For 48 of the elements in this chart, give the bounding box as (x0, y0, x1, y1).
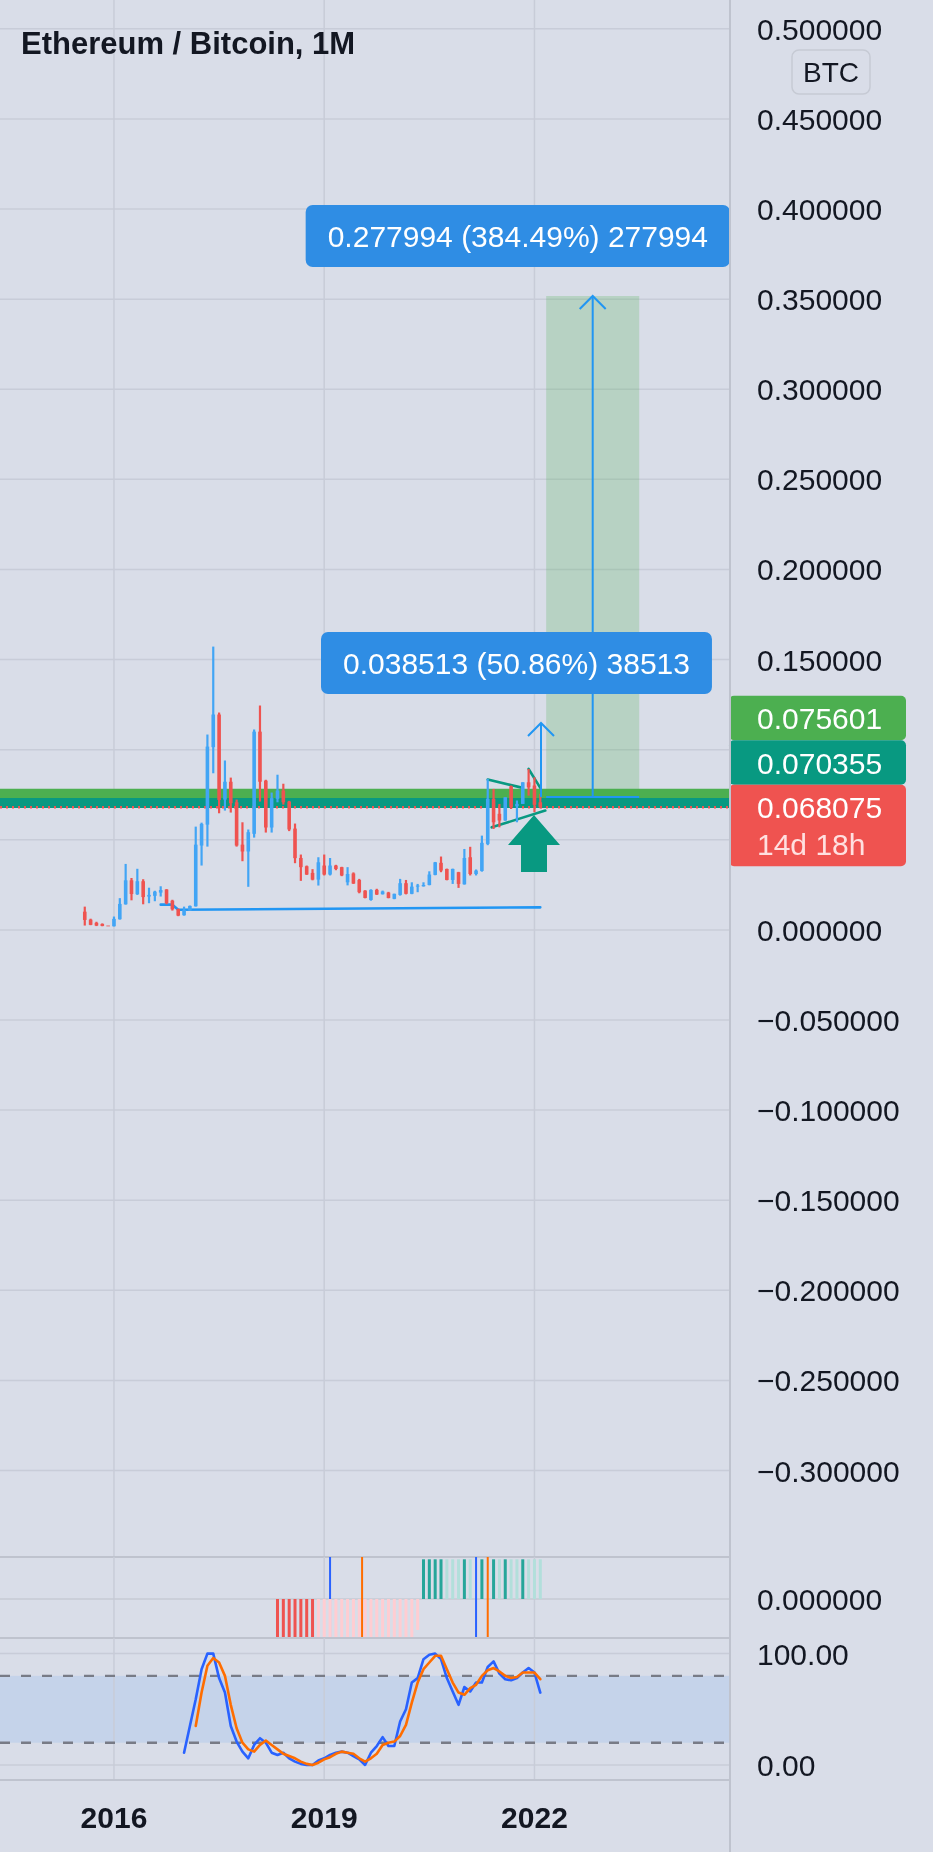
y-tick-label: 0.200000 (757, 552, 883, 586)
y-tick-label: −0.300000 (757, 1454, 900, 1487)
candlestick (299, 853, 303, 882)
candlestick (468, 845, 473, 877)
candlestick (503, 796, 508, 822)
y-tick-label: −0.050000 (757, 1003, 900, 1037)
candlestick (246, 828, 251, 888)
ref-line-label: 0.070355 (757, 746, 883, 780)
candlestick (404, 878, 408, 896)
y-tick-label: −0.200000 (757, 1273, 900, 1307)
candlestick (82, 905, 87, 927)
y-tick-label: 0.300000 (757, 372, 883, 406)
x-tick-label: 2022 (501, 1800, 568, 1834)
candlestick (293, 822, 297, 865)
y-axis-title: BTC (803, 56, 859, 88)
candlestick (258, 704, 262, 803)
candlestick (369, 888, 373, 902)
y-tick-label: 0.250000 (757, 462, 883, 496)
x-tick-label: 2016 (80, 1800, 148, 1834)
candlestick (223, 759, 227, 812)
y-tick-label: 0.00 (757, 1748, 816, 1782)
y-tick-label: 0.350000 (757, 282, 883, 316)
y-tick-label: −0.100000 (757, 1093, 900, 1127)
annotation: 0.277994 (384.49%) 277994 (327, 219, 708, 253)
text: Ethereum / Bitcoin, 1M (21, 26, 356, 61)
ref-line-label: 0.068075 (757, 790, 883, 824)
y-tick-label: 100.00 (757, 1637, 849, 1671)
ref-line-label: 0.075601 (757, 701, 883, 735)
y-tick-label: 0.000000 (757, 913, 883, 947)
y-tick-label: 0.500000 (757, 12, 883, 46)
candlestick (474, 868, 478, 877)
candlestick (328, 856, 332, 877)
y-tick-label: 0.150000 (757, 643, 883, 677)
y-tick-label: −0.250000 (757, 1363, 900, 1397)
candlestick (182, 905, 186, 917)
y-tick-label: −0.150000 (757, 1183, 900, 1217)
candlestick (112, 915, 116, 928)
y-tick-label: 0.400000 (757, 192, 883, 226)
candlestick (141, 878, 145, 906)
candlestick (515, 799, 519, 824)
x-tick-label: 2019 (290, 1800, 358, 1834)
candlestick (118, 897, 122, 921)
text: 14d 18h (757, 827, 866, 861)
annotation: 0.038513 (50.86%) 38513 (343, 646, 690, 680)
candlestick (520, 781, 525, 806)
candlestick (439, 855, 443, 874)
candlestick (147, 886, 151, 905)
y-tick-label: 0.450000 (757, 102, 883, 136)
